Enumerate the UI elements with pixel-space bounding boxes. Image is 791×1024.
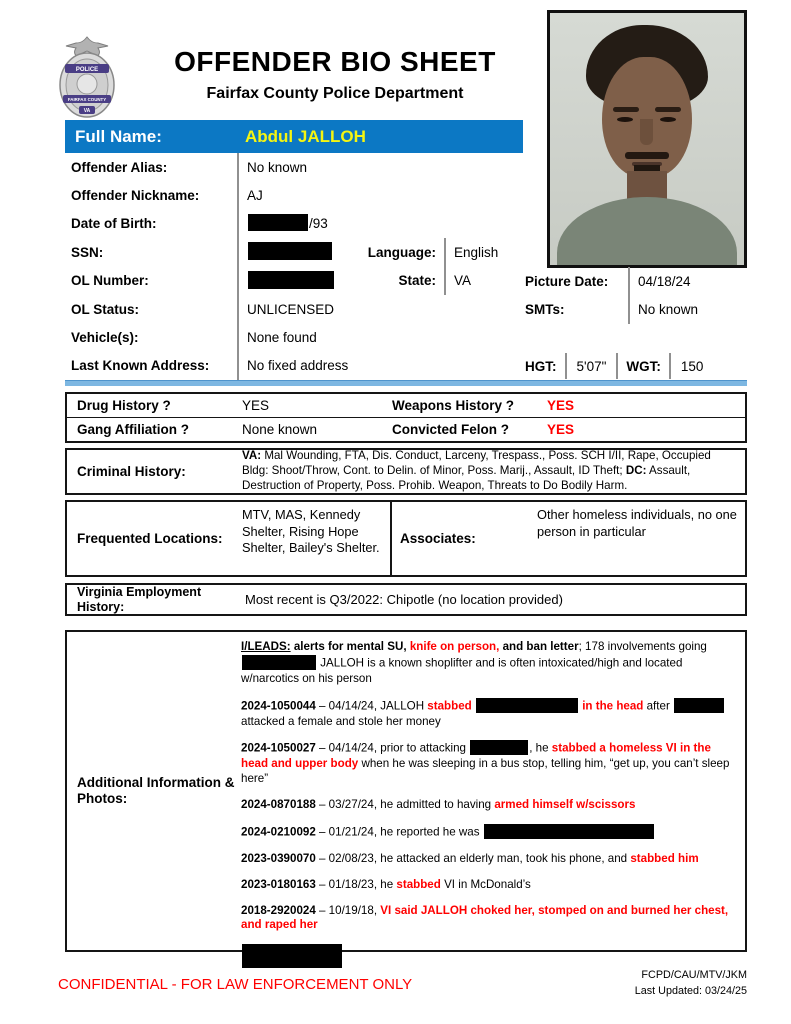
language-state-group: Language: English State: VA [352, 238, 523, 295]
field-row-language: Language: English [352, 238, 523, 267]
info-entry: I/LEADS: alerts for mental SU, knife on … [241, 640, 707, 685]
criminal-history-box: Criminal History: VA: Mal Wounding, FTA,… [65, 448, 747, 495]
full-name-label: Full Name: [75, 126, 162, 146]
footer-unit: FCPD/CAU/MTV/JKM [641, 969, 747, 981]
section-divider [65, 380, 747, 386]
info-entry-redacted [241, 944, 737, 970]
frequented-associates-box: Frequented Locations: MTV, MAS, Kennedy … [65, 500, 747, 577]
history-flags-box: Drug History ? YES Weapons History ? YES… [65, 392, 747, 443]
field-row-vehicles: Vehicle(s): None found [65, 323, 523, 352]
field-row-state: State: VA [352, 266, 523, 295]
field-row-offender-alias: Offender Alias: No known [65, 153, 523, 182]
wgt-value: 150 [680, 358, 704, 374]
badge-band-police: POLICE [76, 67, 98, 73]
badge-band-state: VA [84, 108, 91, 114]
mugshot-face [602, 57, 692, 177]
associates-label: Associates: [400, 531, 476, 546]
employment-history-box: Virginia Employment History: Most recent… [65, 583, 747, 616]
mugshot-photo [547, 10, 747, 268]
info-entry: 2024-0870188 – 03/27/24, he admitted to … [241, 798, 636, 812]
field-row-ssn: SSN: [65, 238, 523, 267]
field-row-smts: SMTs: No known [520, 295, 747, 324]
employment-label: Virginia Employment History: [77, 585, 202, 614]
footer-last-updated: Last Updated: 03/24/25 [634, 985, 747, 998]
field-row-last-known-address: Last Known Address: No fixed address [65, 351, 523, 381]
info-entry: 2024-1050044 – 04/14/24, JALLOH stabbed … [241, 697, 737, 730]
info-entry: 2018-2920024 – 10/19/18, VI said JALLOH … [241, 903, 729, 932]
department-subtitle: Fairfax County Police Department [206, 85, 464, 102]
criminal-history-text: VA: Mal Wounding, FTA, Dis. Conduct, Lar… [242, 449, 711, 492]
employment-value: Most recent is Q3/2022: Chipotle (no loc… [245, 592, 563, 607]
additional-information-label: Additional Information & Photos: [77, 774, 235, 806]
height-weight-group: HGT: 5'07" WGT: 150 [517, 352, 713, 380]
flag-row-gang-felon: Gang Affiliation ? None known Convicted … [77, 422, 575, 438]
hgt-value: 5'07" [576, 358, 607, 374]
identity-fields: Offender Alias: No known Offender Nickna… [65, 153, 523, 381]
confidential-notice: CONFIDENTIAL - FOR LAW ENFORCEMENT ONLY [58, 976, 413, 993]
flag-row-drug-weapons: Drug History ? YES Weapons History ? YES [67, 394, 745, 419]
additional-information-box: Additional Information & Photos: I/LEADS… [65, 630, 747, 969]
field-row-picture-date: Picture Date: 04/18/24 [520, 267, 747, 296]
field-row-date-of-birth: Date of Birth: /93 [65, 209, 523, 239]
fcpd-badge-icon: POLICE FAIRFAX COUNTY VA [48, 34, 126, 120]
criminal-history-label: Criminal History: [77, 464, 186, 479]
wgt-label: WGT: [626, 358, 661, 374]
header: OFFENDER BIO SHEET Fairfax County Police… [133, 46, 537, 103]
frequented-locations-value: MTV, MAS, Kennedy Shelter, Rising Hope S… [242, 507, 380, 556]
full-name-bar: Full Name: Abdul JALLOH [65, 120, 523, 153]
badge-band-county: FAIRFAX COUNTY [68, 97, 106, 102]
field-row-offender-nickname: Offender Nickname: AJ [65, 181, 523, 210]
info-entry: 2023-0390070 – 02/08/23, he attacked an … [241, 851, 699, 865]
hgt-label: HGT: [525, 358, 557, 374]
footer-meta: FCPD/CAU/MTV/JKM Last Updated: 03/24/25 [635, 967, 747, 999]
page-title: OFFENDER BIO SHEET [174, 46, 496, 77]
associates-value: Other homeless individuals, no one perso… [537, 507, 737, 539]
full-name-value: Abdul JALLOH [245, 126, 366, 146]
field-row-ol-number: OL Number: [65, 266, 523, 295]
info-entry: 2024-1050027 – 04/14/24, prior to attack… [241, 740, 730, 786]
info-entry: 2024-0210092 – 01/21/24, he reported he … [241, 823, 737, 841]
picture-smts-group: Picture Date: 04/18/24 SMTs: No known [520, 267, 747, 324]
info-entry: 2023-0180163 – 01/18/23, he stabbed VI i… [241, 877, 531, 891]
field-row-ol-status: OL Status: UNLICENSED [65, 294, 523, 324]
frequented-locations-label: Frequented Locations: [77, 531, 223, 546]
additional-information-entries: I/LEADS: alerts for mental SU, knife on … [239, 632, 745, 969]
